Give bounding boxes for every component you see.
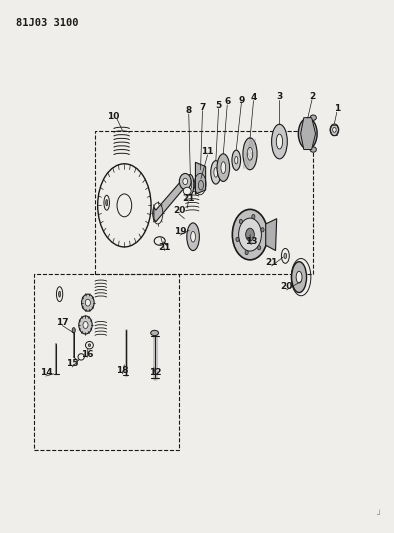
Ellipse shape bbox=[276, 134, 282, 149]
Text: 14: 14 bbox=[39, 368, 52, 377]
Text: ┘: ┘ bbox=[377, 510, 381, 519]
Text: 7: 7 bbox=[199, 102, 206, 111]
Ellipse shape bbox=[232, 209, 268, 260]
Text: 19: 19 bbox=[174, 228, 186, 237]
Ellipse shape bbox=[79, 316, 92, 334]
Text: 18: 18 bbox=[116, 366, 129, 375]
Ellipse shape bbox=[82, 294, 94, 311]
Ellipse shape bbox=[292, 262, 307, 293]
Ellipse shape bbox=[211, 161, 221, 184]
Ellipse shape bbox=[189, 180, 192, 189]
Ellipse shape bbox=[183, 187, 191, 195]
Ellipse shape bbox=[333, 127, 336, 132]
Text: 2: 2 bbox=[309, 92, 315, 101]
Ellipse shape bbox=[106, 199, 108, 206]
Text: 15: 15 bbox=[66, 359, 78, 368]
Ellipse shape bbox=[258, 246, 261, 250]
Ellipse shape bbox=[261, 228, 264, 232]
Ellipse shape bbox=[88, 344, 91, 346]
Text: 3: 3 bbox=[276, 92, 282, 101]
Ellipse shape bbox=[85, 299, 90, 306]
Ellipse shape bbox=[85, 342, 93, 349]
Text: 21: 21 bbox=[158, 243, 171, 252]
Bar bbox=[95, 131, 313, 274]
Ellipse shape bbox=[117, 194, 132, 217]
Text: 21: 21 bbox=[182, 194, 195, 203]
Ellipse shape bbox=[236, 237, 239, 241]
Text: 6: 6 bbox=[224, 97, 230, 106]
Ellipse shape bbox=[83, 321, 88, 328]
Ellipse shape bbox=[284, 253, 287, 259]
Ellipse shape bbox=[296, 271, 302, 283]
Text: 9: 9 bbox=[238, 95, 245, 104]
Ellipse shape bbox=[198, 180, 203, 190]
Polygon shape bbox=[195, 163, 206, 194]
Text: 10: 10 bbox=[107, 111, 119, 120]
Text: 17: 17 bbox=[56, 318, 69, 327]
Ellipse shape bbox=[239, 218, 261, 251]
Ellipse shape bbox=[232, 150, 241, 170]
Ellipse shape bbox=[221, 162, 226, 173]
Ellipse shape bbox=[298, 118, 317, 149]
Ellipse shape bbox=[154, 237, 165, 245]
Text: 20: 20 bbox=[173, 206, 185, 215]
Text: 20: 20 bbox=[280, 282, 293, 291]
Ellipse shape bbox=[243, 138, 257, 169]
Text: 21: 21 bbox=[265, 259, 278, 267]
Ellipse shape bbox=[187, 174, 194, 195]
Ellipse shape bbox=[310, 147, 316, 152]
Ellipse shape bbox=[252, 214, 255, 219]
Ellipse shape bbox=[56, 287, 63, 302]
Text: 8: 8 bbox=[186, 106, 192, 115]
Ellipse shape bbox=[330, 124, 339, 136]
Ellipse shape bbox=[78, 354, 84, 360]
Text: 5: 5 bbox=[216, 101, 222, 110]
Ellipse shape bbox=[310, 115, 316, 120]
Ellipse shape bbox=[271, 124, 287, 159]
Ellipse shape bbox=[214, 167, 218, 177]
Polygon shape bbox=[266, 219, 277, 251]
Ellipse shape bbox=[304, 127, 312, 140]
Ellipse shape bbox=[245, 251, 248, 255]
Ellipse shape bbox=[191, 231, 195, 242]
Ellipse shape bbox=[104, 195, 110, 210]
Text: 16: 16 bbox=[81, 350, 93, 359]
Polygon shape bbox=[154, 180, 185, 222]
Text: 1: 1 bbox=[334, 104, 340, 113]
Bar bbox=[34, 274, 179, 450]
Ellipse shape bbox=[183, 178, 188, 184]
Ellipse shape bbox=[72, 328, 75, 333]
Text: 4: 4 bbox=[250, 93, 257, 102]
Polygon shape bbox=[301, 118, 316, 150]
Ellipse shape bbox=[235, 157, 238, 164]
Ellipse shape bbox=[151, 330, 158, 336]
Text: 81J03 3100: 81J03 3100 bbox=[17, 18, 79, 28]
Ellipse shape bbox=[217, 154, 230, 181]
Ellipse shape bbox=[239, 219, 242, 223]
Ellipse shape bbox=[246, 228, 254, 241]
Text: 13: 13 bbox=[245, 237, 257, 246]
Text: 12: 12 bbox=[150, 368, 162, 377]
Ellipse shape bbox=[281, 248, 289, 263]
Ellipse shape bbox=[179, 173, 191, 189]
Ellipse shape bbox=[59, 291, 61, 297]
Ellipse shape bbox=[247, 148, 253, 160]
Text: 11: 11 bbox=[201, 147, 214, 156]
Ellipse shape bbox=[187, 223, 199, 251]
